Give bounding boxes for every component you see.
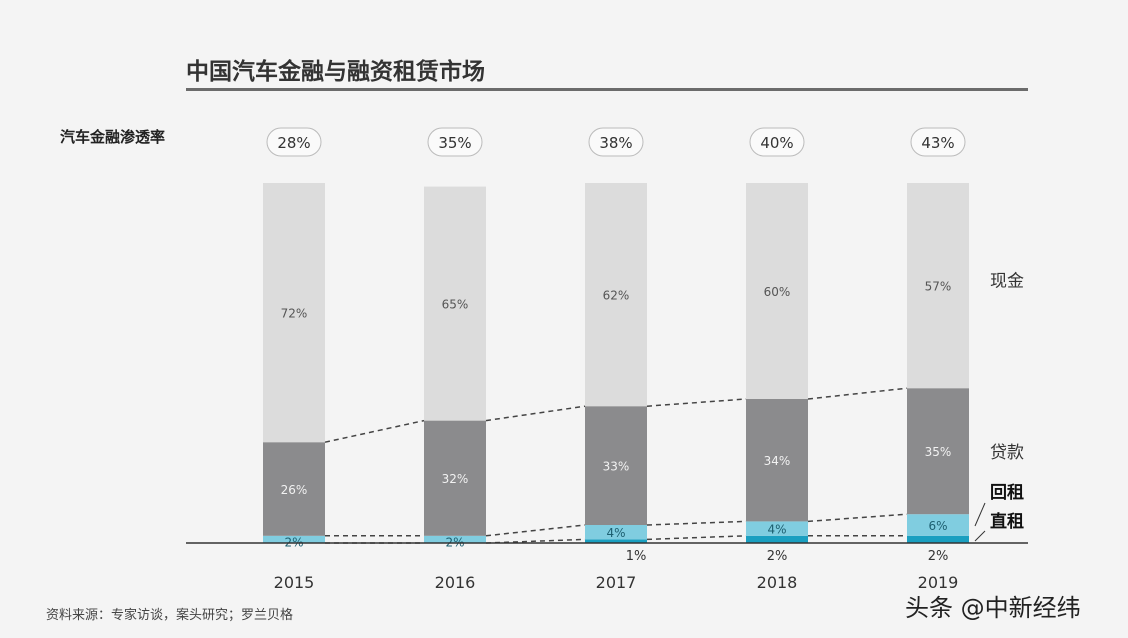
data-label: 35%: [925, 445, 952, 459]
data-label: 4%: [606, 526, 625, 540]
x-tick-label: 2015: [274, 573, 315, 592]
dashed-connector: [646, 535, 747, 541]
data-label: 2%: [928, 549, 949, 564]
data-label: 60%: [764, 285, 791, 299]
penetration-pill: [266, 127, 322, 157]
data-label: 4%: [767, 523, 786, 537]
bar-segment-贷款-2016: [424, 420, 486, 536]
penetration-pill: [910, 127, 966, 157]
legend-label-cash: 现金: [990, 272, 1024, 292]
penetration-value: 43%: [921, 134, 954, 152]
title-divider: [186, 88, 1028, 91]
bar-segment-贷款-2018: [746, 399, 808, 522]
penetration-label: 汽车金融渗透率: [60, 128, 166, 146]
dashed-connector: [485, 405, 586, 422]
data-label: 26%: [281, 483, 308, 497]
bar-segment-贷款-2019: [907, 388, 969, 515]
x-tick-label: 2018: [757, 573, 798, 592]
bar-segment-回租-2016: [424, 535, 486, 543]
bar-segment-直租-2018: [746, 535, 808, 543]
bar-segment-直租-2019: [907, 535, 969, 543]
data-label: 72%: [281, 307, 308, 321]
penetration-value: 35%: [438, 134, 471, 152]
data-label: 62%: [603, 289, 630, 303]
dashed-connector: [485, 538, 586, 544]
data-label: 57%: [925, 280, 952, 294]
data-label: 1%: [626, 549, 647, 564]
dashed-connector: [807, 513, 908, 523]
bar-segment-贷款-2015: [263, 442, 325, 536]
bar-segment-现金-2017: [585, 183, 647, 407]
dashed-connector: [324, 419, 425, 443]
penetration-pill: [588, 127, 644, 157]
bar-segment-贷款-2017: [585, 406, 647, 525]
legend-leader-line: [974, 502, 986, 527]
bar-segment-直租-2017: [585, 539, 647, 543]
dashed-connector: [646, 398, 747, 407]
bar-segment-回租-2015: [263, 535, 325, 543]
data-label: 33%: [603, 460, 630, 474]
x-tick-label: 2019: [918, 573, 959, 592]
x-tick-label: 2017: [596, 573, 637, 592]
source-note: 资料来源：专家访谈，案头研究；罗兰贝格: [46, 608, 294, 623]
x-tick-label: 2016: [435, 573, 476, 592]
data-label: 2%: [767, 549, 788, 564]
bar-segment-现金-2015: [263, 183, 325, 443]
penetration-pill: [427, 127, 483, 157]
bar-segment-回租-2017: [585, 525, 647, 540]
legend-label-loan: 贷款: [990, 443, 1024, 463]
legend-label-sale-leaseback: 回租: [990, 482, 1024, 503]
data-label: 32%: [442, 472, 469, 486]
bar-segment-回租-2018: [746, 521, 808, 536]
data-label: 34%: [764, 454, 791, 468]
bar-segment-现金-2019: [907, 183, 969, 389]
watermark: 头条 @中新经纬: [905, 594, 1081, 622]
dashed-connector: [485, 524, 586, 537]
bar-segment-回租-2019: [907, 514, 969, 536]
data-label: 65%: [442, 298, 469, 312]
dashed-connector: [646, 520, 747, 526]
penetration-value: 40%: [760, 134, 793, 152]
penetration-value: 28%: [277, 134, 310, 152]
legend-leader-line: [974, 530, 986, 542]
penetration-pill: [749, 127, 805, 157]
chart-title: 中国汽车金融与融资租赁市场: [186, 59, 485, 85]
penetration-value: 38%: [599, 134, 632, 152]
bar-segment-现金-2018: [746, 183, 808, 399]
legend-label-direct-lease: 直租: [990, 511, 1024, 532]
dashed-connector: [807, 387, 908, 400]
data-label: 6%: [928, 519, 947, 533]
bar-segment-现金-2016: [424, 186, 486, 421]
